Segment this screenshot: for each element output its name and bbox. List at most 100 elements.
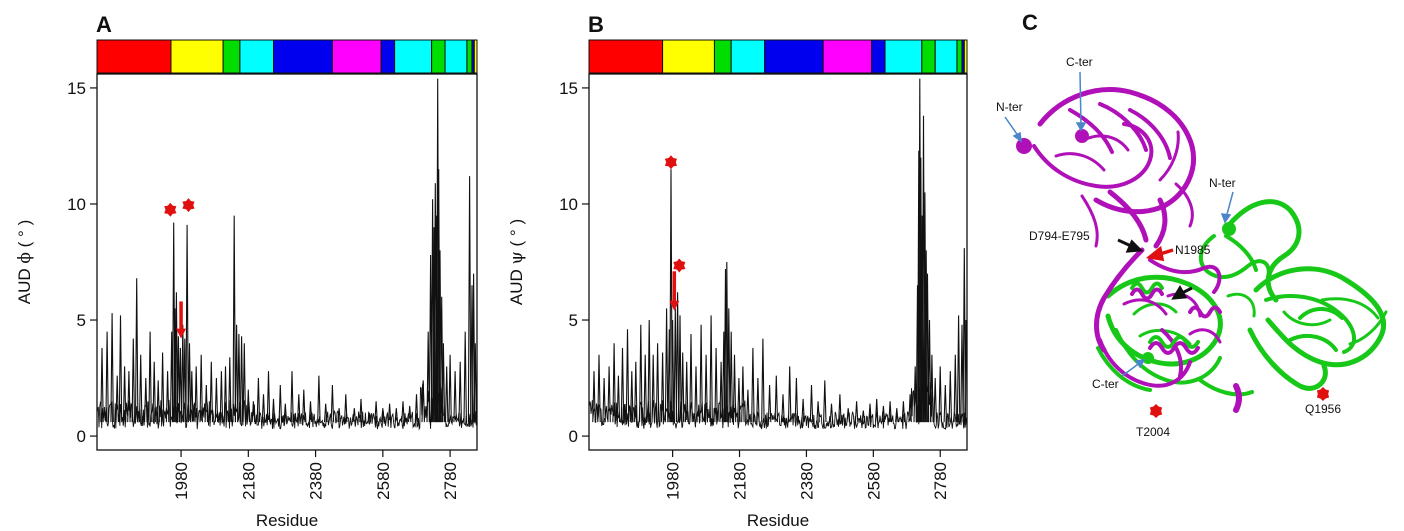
x-tick-label: 2380: [307, 462, 326, 500]
data-peak: [152, 361, 156, 423]
c-ter-sphere-green: [1142, 352, 1154, 364]
n-ter-label-b: N-ter: [1209, 176, 1236, 190]
domain-segment: [921, 39, 936, 74]
data-peak: [694, 366, 698, 423]
star-marker: [182, 198, 195, 213]
data-peak: [194, 366, 198, 423]
panel-a-letter: A: [96, 12, 112, 37]
data-peak: [684, 361, 689, 423]
data-peak: [178, 347, 183, 423]
domain-segment: [822, 39, 873, 74]
domain-segment: [662, 39, 715, 74]
data-peak: [634, 361, 638, 423]
data-peak: [801, 398, 805, 423]
x-axis-title-a: Residue: [256, 511, 318, 530]
q1956-label: Q1956: [1305, 402, 1341, 416]
domain-segment: [170, 39, 224, 74]
data-peak: [223, 366, 228, 423]
data-peak: [105, 331, 109, 423]
domain-segment: [331, 39, 382, 74]
data-peak: [655, 343, 660, 423]
n1985-label: N1985: [1175, 243, 1211, 257]
domain-segment: [444, 39, 468, 74]
data-peak: [761, 338, 765, 423]
data-peak: [323, 403, 328, 423]
green-chain-ribbon: [1096, 199, 1388, 397]
domain-segment: [222, 39, 241, 74]
data-peak: [232, 215, 236, 423]
panel-b-letter: B: [588, 12, 604, 37]
data-peak: [678, 315, 682, 423]
domain-segment: [96, 39, 172, 74]
data-peak: [297, 394, 301, 423]
data-peak: [719, 361, 723, 423]
data-peak: [352, 408, 357, 423]
y-axis-title-a: AUD ϕ ( ° ): [15, 220, 35, 305]
data-peak: [846, 408, 850, 423]
signal-trace: [97, 377, 477, 431]
plot-area-a: [97, 78, 477, 431]
data-peak: [732, 354, 737, 423]
data-peak: [625, 329, 630, 423]
data-peak: [689, 333, 693, 423]
data-peak: [266, 371, 271, 423]
data-peak: [144, 377, 148, 423]
data-peak: [458, 361, 462, 423]
arrowhead-icon: [1171, 285, 1188, 300]
data-peak: [829, 403, 834, 423]
domain-segment: [934, 39, 958, 74]
data-peak: [616, 375, 621, 423]
data-peak: [925, 273, 930, 423]
data-peak: [190, 371, 194, 423]
arrowhead-icon: [1075, 122, 1087, 132]
arrowhead-icon: [1145, 245, 1165, 262]
data-peak: [453, 371, 457, 423]
data-peak: [387, 403, 392, 423]
data-peak: [401, 401, 405, 423]
domain-segment: [713, 39, 732, 74]
n-ter-callout-a: [1004, 116, 1020, 138]
data-peak: [602, 377, 606, 423]
domain-segment: [394, 39, 433, 74]
data-peak: [670, 319, 675, 423]
data-peak: [592, 371, 596, 423]
data-peak: [256, 377, 261, 423]
x-tick-label: 2380: [797, 462, 816, 500]
star-marker-q1956: [1316, 387, 1330, 401]
data-peak: [100, 347, 104, 423]
data-peak: [930, 354, 934, 423]
data-peak: [787, 366, 792, 423]
data-peak: [283, 403, 288, 423]
data-peak: [165, 371, 170, 423]
data-peak: [359, 398, 363, 423]
domain-bar-b: [588, 39, 968, 74]
data-peak: [746, 389, 750, 423]
data-peak: [823, 380, 827, 423]
arrowhead-icon: [1220, 213, 1232, 224]
data-peak: [290, 371, 294, 423]
data-peak: [737, 377, 741, 423]
x-tick-label: 1980: [172, 462, 191, 500]
data-peak: [756, 377, 760, 423]
data-peak: [239, 336, 244, 423]
data-peak: [271, 398, 276, 423]
data-peak: [204, 384, 209, 423]
domain-segment: [473, 39, 478, 74]
data-peak: [426, 331, 430, 423]
data-peak: [881, 405, 886, 423]
data-peak: [237, 333, 241, 423]
data-peak: [620, 347, 625, 423]
data-peak: [660, 352, 665, 423]
data-peak: [643, 354, 647, 423]
data-peak: [729, 331, 733, 423]
data-peak: [680, 352, 685, 423]
data-peak: [838, 394, 842, 423]
data-peak: [344, 394, 348, 423]
data-peak: [901, 401, 906, 423]
data-peak: [185, 224, 189, 423]
data-peak: [251, 401, 256, 423]
data-peak: [854, 401, 859, 423]
data-peak: [741, 366, 745, 423]
data-peak: [110, 313, 114, 423]
data-peak: [816, 401, 820, 423]
